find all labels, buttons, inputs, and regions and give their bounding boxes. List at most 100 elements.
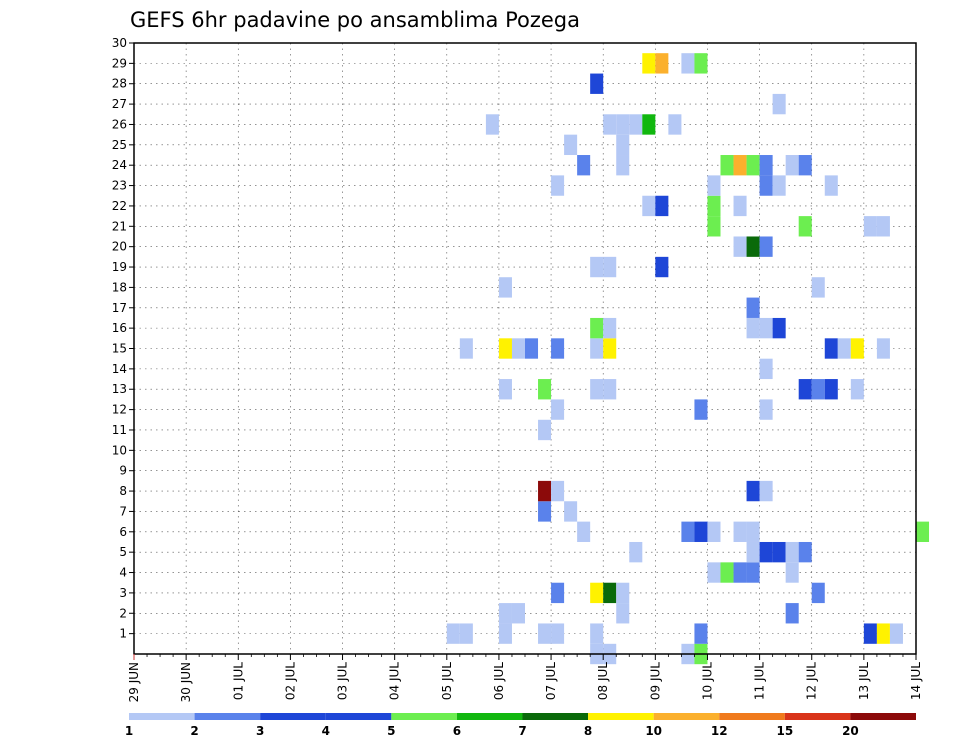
x-tick-label: 13 JUL (857, 662, 871, 700)
heatmap-cell (485, 114, 499, 135)
x-tick-label: 29 JUN (127, 662, 141, 702)
heatmap-cell (720, 562, 734, 583)
heatmap-cell (629, 541, 643, 563)
heatmap-cell (603, 582, 617, 604)
y-tick-label: 10 (112, 443, 127, 457)
heatmap-cell (590, 73, 604, 94)
x-tick-label: 30 JUN (179, 662, 193, 702)
y-tick-label: 4 (119, 566, 127, 580)
heatmap-cell (772, 541, 786, 563)
heatmap-cell (603, 338, 617, 359)
y-tick-label: 8 (119, 484, 127, 498)
heatmap-cell (616, 582, 630, 604)
y-tick-label: 2 (119, 606, 127, 620)
heatmap-cell (538, 419, 552, 441)
x-tick-label: 06 JUL (492, 662, 506, 700)
heatmap-cell (811, 277, 825, 298)
heatmap-cell (850, 379, 864, 400)
heatmap-cell (916, 521, 930, 542)
heatmap-cell (824, 379, 838, 400)
heatmap-cell (837, 338, 851, 359)
y-tick-label: 19 (112, 260, 127, 274)
heatmap-cell (746, 155, 760, 176)
heatmap-cell (707, 562, 721, 583)
heatmap-cell (759, 317, 773, 339)
heatmap-cell (459, 338, 473, 359)
heatmap-cell (733, 195, 747, 217)
heatmap-cell (564, 501, 578, 522)
heatmap-cell (498, 603, 512, 624)
y-tick-label: 6 (119, 525, 127, 539)
heatmap-cell (785, 603, 799, 624)
x-tick-label: 11 JUL (753, 662, 767, 700)
colorbar-swatch (850, 713, 916, 720)
heatmap-cell (629, 114, 643, 135)
colorbar-label: 5 (387, 724, 395, 738)
colorbar: 1 2 3 4 5 6 7 8 10 12 15 20 (125, 713, 916, 738)
colorbar-swatch (719, 713, 785, 720)
y-tick-label: 14 (112, 362, 127, 376)
y-tick-label: 7 (119, 504, 127, 518)
heatmap-cell (798, 379, 812, 400)
heatmap-cell (538, 379, 552, 400)
heatmap-cell (746, 236, 760, 257)
heatmap-cell (733, 236, 747, 257)
heatmap-cell (551, 582, 565, 604)
y-tick-label: 24 (112, 158, 127, 172)
y-tick-label: 5 (119, 545, 127, 559)
heatmap-cell (538, 480, 552, 502)
x-tick-label: 10 JUL (700, 662, 714, 700)
heatmap-cell (798, 155, 812, 176)
data-cells (446, 53, 930, 665)
colorbar-label: 3 (256, 724, 264, 738)
heatmap-cell (459, 623, 473, 644)
heatmap-cell (811, 379, 825, 400)
heatmap-cell (603, 379, 617, 400)
y-tick-label: 21 (112, 219, 127, 233)
heatmap-cell (590, 582, 604, 604)
colorbar-label: 2 (190, 724, 198, 738)
heatmap-cell (759, 175, 773, 196)
colorbar-swatch (194, 713, 261, 720)
y-tick-label: 15 (112, 342, 127, 356)
heatmap-cell (772, 175, 786, 196)
heatmap-cell (850, 338, 864, 359)
y-tick-label: 11 (112, 423, 127, 437)
y-tick-label: 23 (112, 179, 127, 193)
heatmap-cell (876, 623, 890, 644)
y-tick-label: 30 (112, 36, 127, 50)
colorbar-swatch (325, 713, 392, 720)
heatmap-cell (733, 155, 747, 176)
plot-grid (134, 43, 916, 654)
y-tick-label: 9 (119, 464, 127, 478)
x-tick-label: 09 JUL (648, 662, 662, 700)
y-tick-label: 22 (112, 199, 127, 213)
heatmap-cell (590, 623, 604, 644)
heatmap-cell (551, 338, 565, 359)
y-tick-label: 18 (112, 280, 127, 294)
x-tick-label: 02 JUL (283, 662, 297, 700)
x-tick-label: 03 JUL (336, 662, 350, 700)
heatmap-cell (746, 297, 760, 318)
heatmap-cell (551, 399, 565, 420)
heatmap-cell (707, 521, 721, 542)
heatmap-cell (498, 338, 512, 359)
heatmap-cell (824, 175, 838, 196)
x-tick-label: 12 JUL (805, 662, 819, 700)
heatmap-cell (720, 155, 734, 176)
heatmap-cell (798, 216, 812, 237)
y-tick-label: 17 (112, 301, 127, 315)
y-tick-label: 20 (112, 240, 127, 254)
y-tick-label: 13 (112, 382, 127, 396)
heatmap-cell (746, 480, 760, 502)
heatmap-cell (590, 338, 604, 359)
heatmap-cell (785, 155, 799, 176)
heatmap-cell (577, 155, 591, 176)
heatmap-cell (603, 256, 617, 278)
heatmap-cell (538, 623, 552, 644)
heatmap-cell (655, 195, 669, 217)
heatmap-cell (498, 379, 512, 400)
heatmap-cell (577, 521, 591, 542)
heatmap-cell (668, 114, 682, 135)
heatmap-cell (798, 541, 812, 563)
